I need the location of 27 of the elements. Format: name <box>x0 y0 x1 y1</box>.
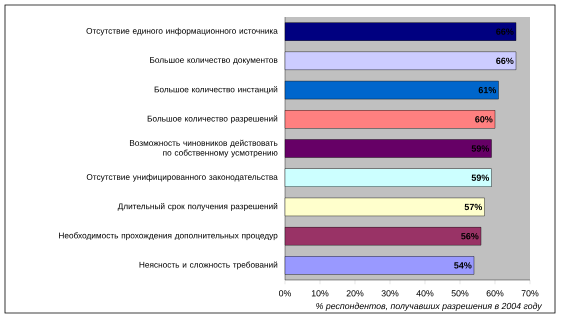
data-label: 61% <box>478 86 496 94</box>
x-tick-label: 60% <box>486 290 504 296</box>
y-tick-label: Возможность чиновников действовать по собственному усмотрению <box>130 140 278 158</box>
data-label: 54% <box>454 262 472 269</box>
x-tick-label: 30% <box>382 290 398 296</box>
data-label: 56% <box>461 232 479 240</box>
x-tick-label: 50% <box>452 290 468 296</box>
data-label: 66% <box>496 58 514 64</box>
x-tick-label: 40% <box>416 290 434 296</box>
x-tick-label: 70% <box>522 290 538 296</box>
data-label: 57% <box>464 204 482 210</box>
data-label: 59% <box>472 174 490 181</box>
y-tick-label: Неясность и сложность требований <box>140 261 278 270</box>
data-label: 59% <box>472 145 490 152</box>
data-label: 60% <box>475 116 493 122</box>
y-tick-label: Необходимость прохождения дополнительных процедур <box>59 232 278 240</box>
x-tick-label: 0% <box>279 290 292 296</box>
x-axis-title: % респондентов, получавших разрешения в 2004 году <box>316 302 542 311</box>
y-tick-label: Отсутствие единого информационного источника <box>86 28 278 36</box>
y-tick-label: Большое количество инстанций <box>154 86 278 94</box>
y-tick-label: Отсутствие унифицированного законодательства <box>86 174 278 182</box>
y-tick-label: Длительный срок получения разрешений <box>118 203 278 211</box>
x-tick-label: 10% <box>312 290 328 296</box>
data-label: 66% <box>496 28 514 35</box>
y-tick-label: Большое количество документов <box>150 57 278 65</box>
y-tick-label: Большое количество разрешений <box>148 115 278 124</box>
x-tick-label: 20% <box>346 290 364 296</box>
